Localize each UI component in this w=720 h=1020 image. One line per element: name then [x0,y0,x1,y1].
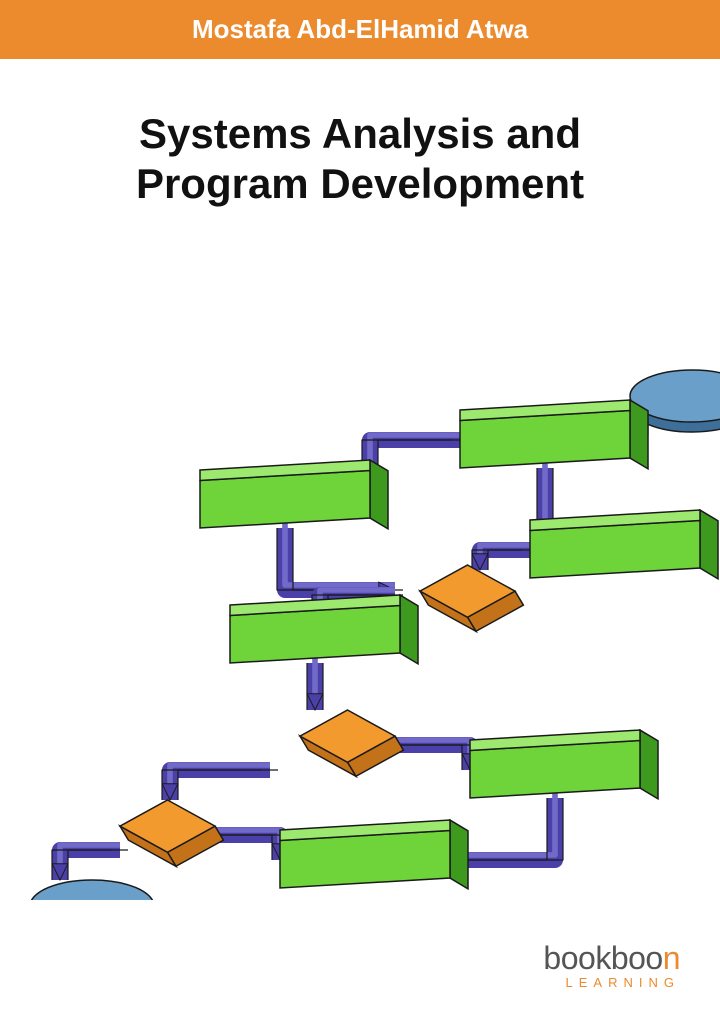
flowchart-diagram [0,340,720,900]
author-name: Mostafa Abd-ElHamid Atwa [192,14,528,44]
logo-subtext: LEARNING [543,975,680,990]
logo-accent: n [663,940,680,976]
logo-brand: bookboon [543,940,680,977]
title-line-1: Systems Analysis and [139,110,581,157]
page-title: Systems Analysis and Program Development [0,59,720,210]
publisher-logo: bookboon LEARNING [543,940,680,990]
title-line-2: Program Development [136,160,584,207]
logo-text: bookboo [543,940,662,976]
author-bar: Mostafa Abd-ElHamid Atwa [0,0,720,59]
